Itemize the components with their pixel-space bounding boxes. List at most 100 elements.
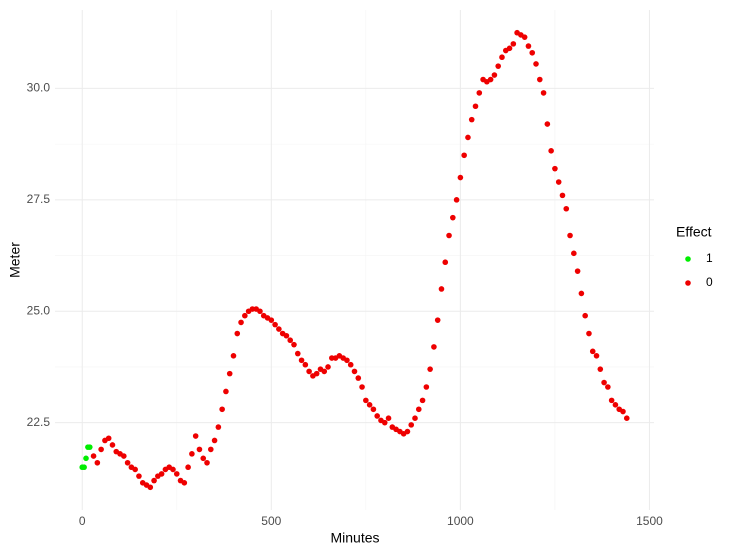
legend-title: Effect	[676, 224, 712, 240]
point	[457, 174, 464, 181]
point	[151, 477, 157, 484]
point	[366, 402, 373, 408]
point	[302, 361, 309, 368]
point	[434, 317, 441, 323]
point	[223, 388, 229, 395]
point	[495, 63, 501, 69]
point	[238, 319, 244, 326]
point	[219, 406, 225, 413]
point	[544, 121, 551, 127]
point	[374, 413, 380, 419]
point	[431, 344, 437, 350]
x-tick-label: 1000	[447, 514, 474, 528]
point	[563, 205, 570, 212]
point	[313, 370, 320, 377]
point	[578, 290, 585, 297]
point	[499, 54, 505, 61]
point	[94, 459, 101, 466]
point	[442, 259, 449, 266]
x-tick-label: 500	[261, 514, 281, 528]
point	[521, 34, 528, 40]
point	[109, 442, 116, 448]
point	[427, 366, 433, 372]
point	[170, 466, 176, 473]
point	[525, 43, 532, 49]
point	[567, 232, 573, 239]
point	[472, 103, 479, 110]
point	[385, 415, 392, 421]
point	[147, 484, 154, 491]
point	[408, 422, 415, 428]
point	[536, 76, 543, 83]
point	[555, 179, 562, 185]
point	[529, 49, 536, 56]
point	[415, 406, 422, 413]
point	[597, 366, 604, 372]
point	[586, 330, 592, 337]
point	[593, 353, 600, 359]
point	[438, 286, 445, 292]
point	[404, 428, 411, 435]
point	[283, 332, 290, 339]
point	[510, 41, 517, 47]
point	[196, 446, 203, 453]
point	[620, 408, 626, 415]
point	[234, 330, 241, 337]
y-tick-label: 25.0	[27, 303, 51, 317]
point	[608, 397, 615, 404]
point	[268, 317, 275, 323]
point	[453, 197, 460, 203]
point	[491, 72, 498, 78]
point	[446, 232, 452, 239]
point	[181, 480, 188, 486]
point	[355, 375, 362, 381]
point	[272, 321, 278, 328]
point	[81, 464, 87, 471]
point	[468, 116, 475, 123]
point	[83, 455, 89, 462]
point	[306, 368, 312, 375]
legend-marker	[685, 280, 691, 286]
point	[589, 348, 596, 355]
point	[412, 415, 418, 421]
point	[461, 152, 467, 159]
y-axis-title: Meter	[7, 242, 23, 278]
point	[347, 361, 354, 368]
point	[287, 337, 294, 344]
point	[363, 397, 369, 404]
y-tick-label: 27.5	[27, 192, 51, 206]
point	[548, 148, 554, 154]
point	[476, 90, 483, 96]
point	[605, 384, 611, 390]
point	[132, 466, 138, 473]
x-tick-label: 1500	[636, 514, 663, 528]
point	[294, 350, 301, 357]
point	[121, 453, 127, 459]
legend-label: 1	[706, 251, 713, 265]
x-axis-title: Minutes	[330, 530, 379, 546]
x-tick-label: 0	[79, 514, 86, 528]
point	[321, 368, 328, 375]
point	[230, 353, 237, 359]
point	[226, 370, 233, 377]
point	[582, 312, 588, 319]
point	[204, 459, 210, 466]
point	[158, 471, 165, 477]
point	[450, 214, 456, 221]
y-tick-label: 22.5	[27, 415, 51, 429]
point	[189, 451, 195, 457]
point	[601, 379, 607, 386]
point	[552, 165, 558, 172]
point	[325, 364, 331, 370]
point	[533, 61, 539, 67]
point	[211, 437, 218, 444]
point	[487, 76, 494, 83]
point	[98, 446, 104, 453]
point	[173, 471, 180, 477]
point	[105, 435, 112, 442]
point	[257, 308, 263, 315]
point	[298, 357, 305, 364]
point	[90, 453, 97, 459]
point	[359, 384, 365, 390]
y-tick-label: 30.0	[27, 81, 51, 95]
